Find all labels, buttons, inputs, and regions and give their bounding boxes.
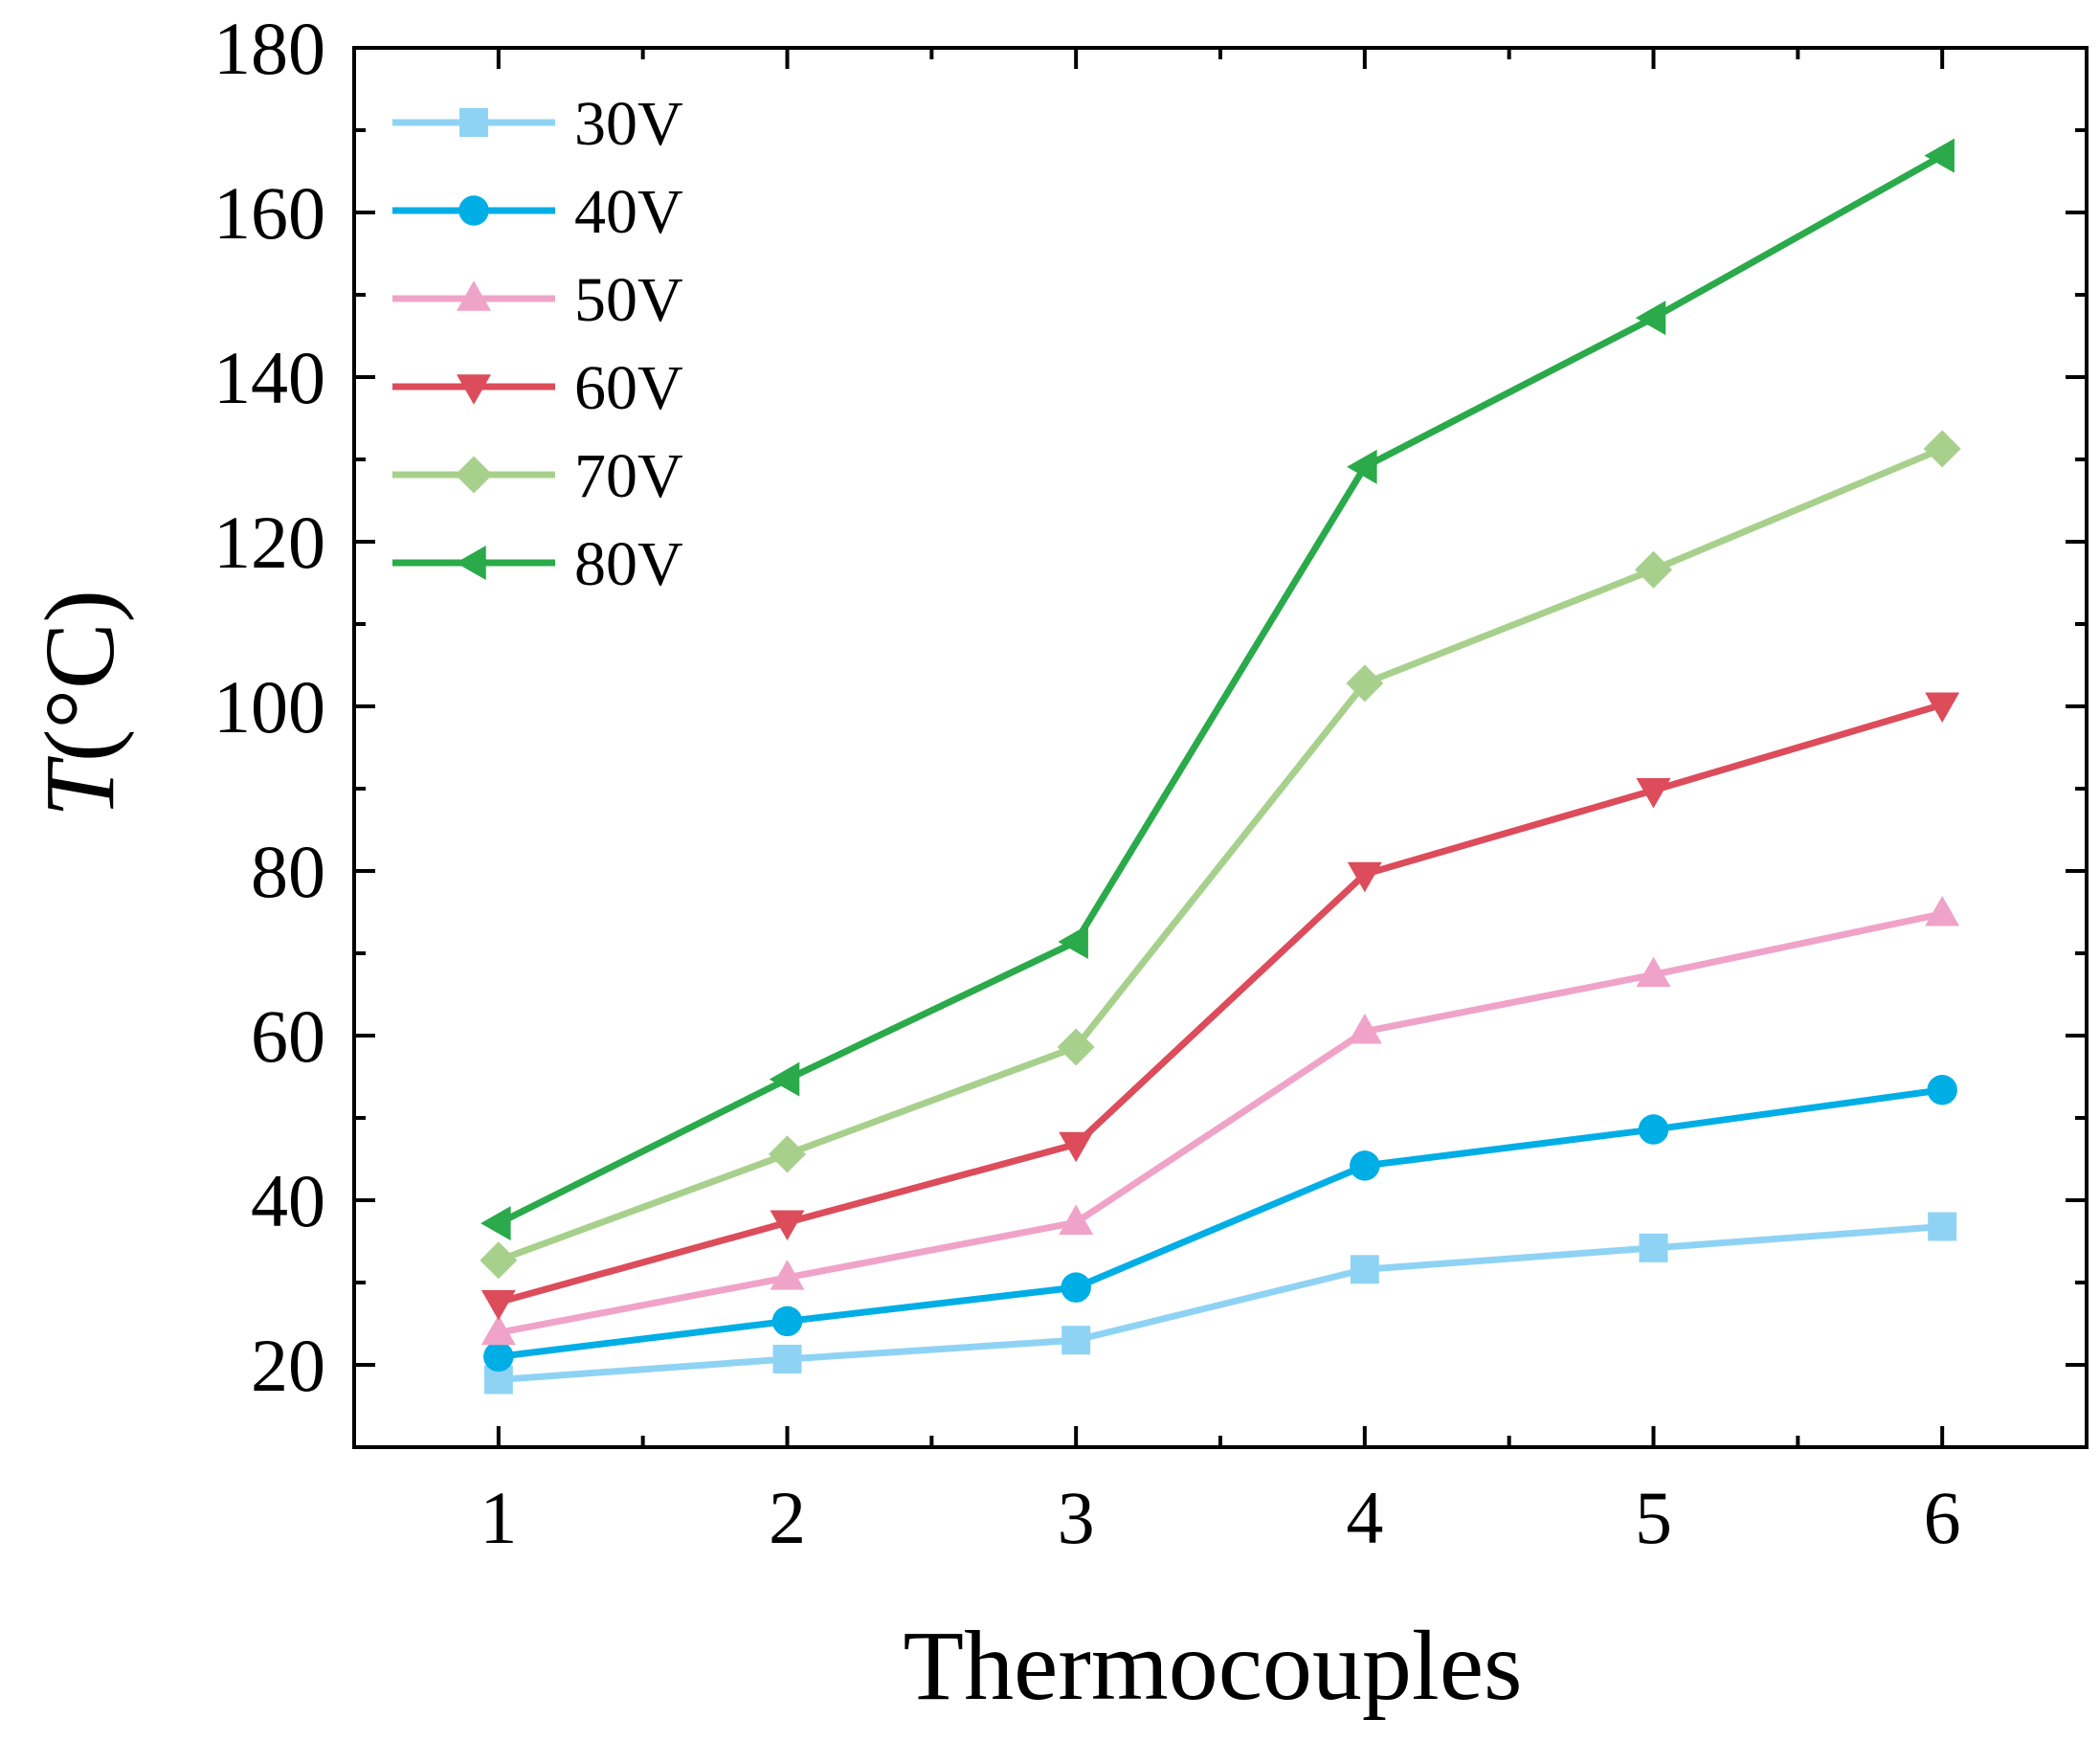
- legend-item-40V: 40V: [392, 177, 683, 247]
- legend-item-80V: 80V: [392, 529, 683, 599]
- legend-marker: [457, 374, 491, 405]
- data-point: [1057, 1028, 1095, 1066]
- data-point: [1061, 1326, 1091, 1355]
- y-tick-label: 20: [251, 1324, 325, 1407]
- legend-label: 30V: [574, 89, 683, 159]
- data-point: [483, 1341, 514, 1373]
- legend-marker: [459, 108, 488, 137]
- data-point: [1350, 1150, 1380, 1181]
- x-axis-title: Thermocouples: [904, 1611, 1523, 1721]
- x-tick-label: 3: [1058, 1476, 1095, 1559]
- data-point: [480, 1241, 518, 1280]
- series-line: [497, 701, 1944, 1306]
- series-50V: [480, 895, 1960, 1346]
- legend-label: 80V: [574, 529, 683, 599]
- data-point: [769, 1135, 806, 1173]
- y-axis-title-symbol: T: [25, 756, 135, 817]
- y-tick-label: 140: [213, 336, 325, 419]
- y-tick-label: 180: [213, 7, 325, 90]
- data-point: [1058, 924, 1088, 959]
- data-point: [1346, 664, 1384, 703]
- legend-marker: [455, 456, 493, 494]
- series-60V: [480, 692, 1960, 1321]
- legend-marker: [456, 546, 486, 580]
- legend-marker: [458, 195, 489, 226]
- data-point: [1635, 301, 1666, 336]
- y-axis-title: T(°C): [25, 590, 135, 817]
- data-point: [1059, 1204, 1094, 1235]
- data-point: [1636, 956, 1671, 988]
- data-point: [1347, 1013, 1382, 1044]
- data-point: [772, 1344, 802, 1373]
- data-point: [1350, 1255, 1379, 1284]
- data-point: [770, 1210, 805, 1240]
- data-point: [480, 1206, 511, 1241]
- y-tick-label: 100: [213, 665, 325, 748]
- series-70V: [480, 430, 1961, 1280]
- series-30V: [483, 1212, 1957, 1395]
- y-tick-label: 160: [213, 171, 325, 255]
- y-tick-label: 80: [251, 830, 325, 913]
- data-point: [1923, 430, 1961, 468]
- data-point: [771, 1306, 803, 1337]
- legend-item-30V: 30V: [392, 89, 683, 159]
- series-line: [498, 910, 1943, 1336]
- legend-item-60V: 60V: [392, 353, 683, 423]
- series-line: [497, 152, 1944, 1227]
- data-point: [1927, 1075, 1957, 1105]
- x-tick-label: 6: [1924, 1476, 1961, 1559]
- data-point: [1638, 1114, 1669, 1145]
- series-40V: [483, 1075, 1957, 1373]
- data-point: [1059, 1131, 1094, 1163]
- x-tick-label: 4: [1346, 1476, 1383, 1559]
- series-layer: [480, 138, 1961, 1395]
- x-tick-label: 5: [1635, 1476, 1672, 1559]
- data-point: [1925, 895, 1960, 926]
- legend-label: 70V: [574, 441, 683, 511]
- x-tick-label: 1: [480, 1476, 517, 1559]
- legend-item-70V: 70V: [392, 441, 683, 511]
- y-axis-title-unit: (°C): [25, 590, 135, 762]
- legend-label: 60V: [574, 353, 683, 423]
- legend-marker: [457, 280, 491, 311]
- data-point: [1347, 861, 1382, 893]
- data-point: [1925, 692, 1960, 724]
- y-tick-label: 40: [251, 1159, 325, 1242]
- y-tick-label: 60: [251, 994, 325, 1078]
- legend-label: 40V: [574, 177, 683, 247]
- series-line: [498, 1086, 1943, 1360]
- data-point: [480, 1289, 516, 1321]
- data-point: [1928, 1212, 1957, 1241]
- data-point: [1924, 138, 1955, 173]
- data-point: [769, 1061, 800, 1097]
- x-tick-label: 2: [769, 1476, 806, 1559]
- legend-item-50V: 50V: [392, 265, 683, 335]
- data-point: [1635, 550, 1672, 589]
- series-line: [497, 445, 1944, 1264]
- x-axis: 1 2 3 4 5 6: [352, 48, 2089, 1559]
- data-point: [770, 1260, 805, 1290]
- data-point: [1636, 777, 1671, 809]
- y-tick-label: 120: [213, 501, 325, 584]
- data-point: [1639, 1233, 1668, 1262]
- y-axis: 20 40 60 80 100 120 140 160 180: [213, 7, 2087, 1449]
- data-point: [1061, 1272, 1091, 1303]
- series-line: [498, 1223, 1943, 1383]
- data-point: [480, 1314, 516, 1346]
- legend-label: 50V: [574, 265, 683, 335]
- series-80V: [480, 138, 1955, 1241]
- data-point: [1347, 449, 1377, 484]
- legend: 30V 40V 50V 60V 70V 80V: [392, 89, 683, 599]
- svg-text:T(°C): T(°C): [25, 590, 135, 817]
